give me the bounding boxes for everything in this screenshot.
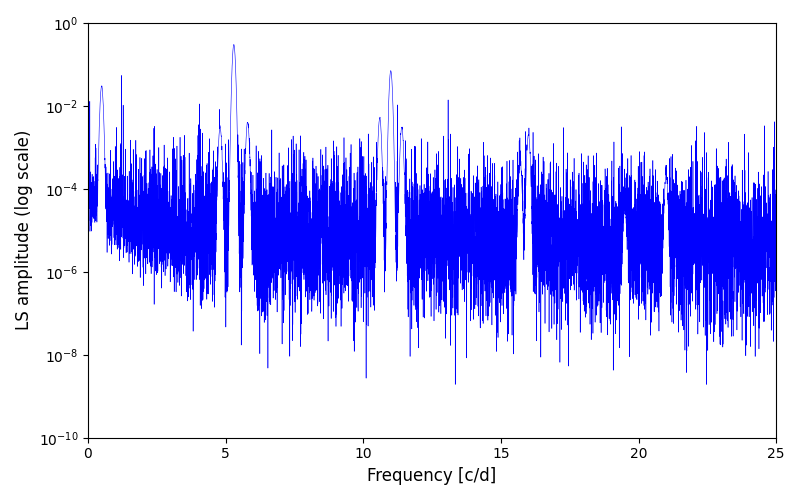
Y-axis label: LS amplitude (log scale): LS amplitude (log scale): [15, 130, 33, 330]
X-axis label: Frequency [c/d]: Frequency [c/d]: [367, 467, 497, 485]
